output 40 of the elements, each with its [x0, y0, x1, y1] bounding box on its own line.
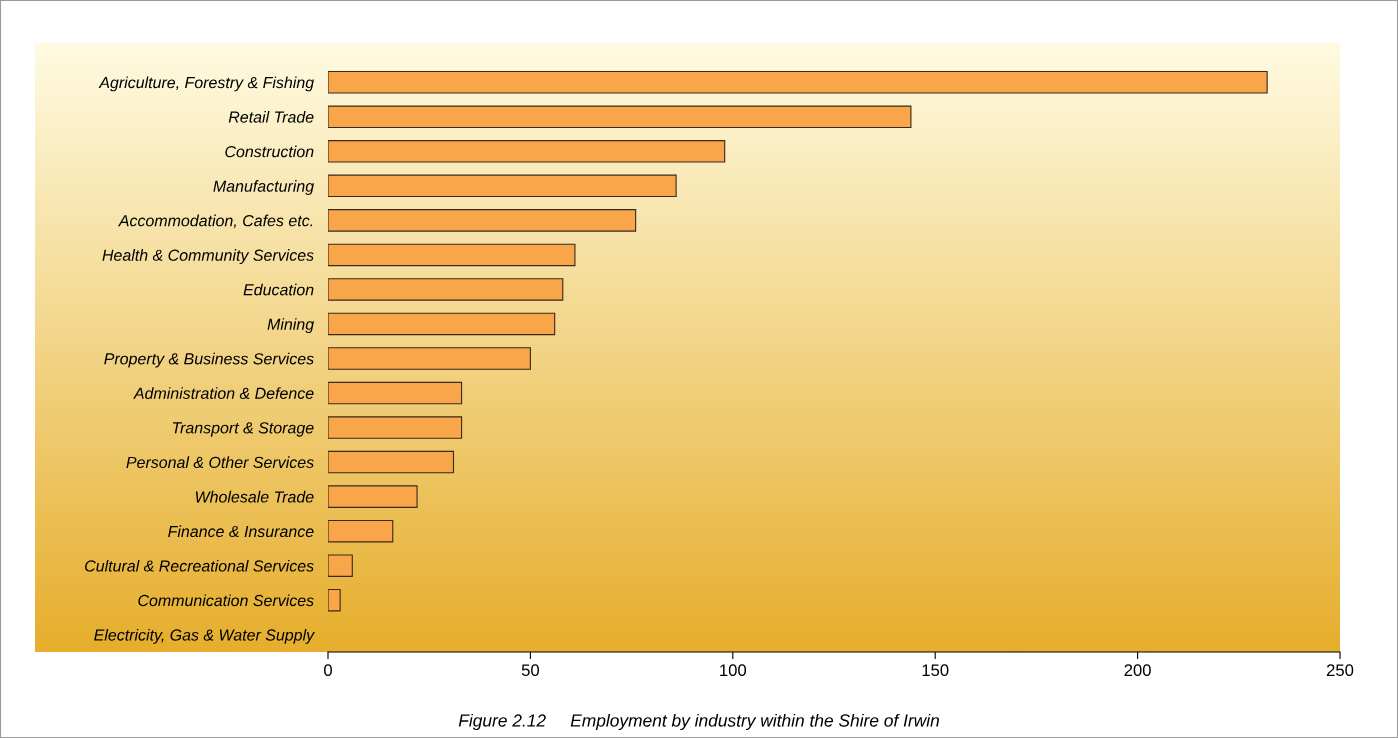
- bar: [328, 243, 576, 267]
- y-tick-label: Electricity, Gas & Water Supply: [94, 628, 315, 644]
- bar: [328, 312, 556, 336]
- y-tick-label: Administration & Defence: [133, 387, 314, 399]
- bar: [328, 554, 353, 577]
- bar: [328, 174, 677, 198]
- bar: [328, 588, 341, 612]
- y-tick-label: Personal & Other Services: [126, 456, 314, 469]
- bar: [328, 140, 726, 163]
- y-tick-label: Accommodation, Cafes etc.: [118, 214, 313, 229]
- x-tick-label: 150: [922, 664, 949, 677]
- bar: [328, 485, 418, 508]
- y-tick-label: Education: [243, 283, 314, 296]
- caption: Figure 2.12 Employment by industry within the Shire of Irwin: [458, 713, 939, 731]
- x-tick-label: 100: [720, 664, 747, 677]
- bar: [328, 519, 394, 543]
- bar: [328, 347, 531, 370]
- bar: [328, 71, 1268, 94]
- x-tick-label: 200: [1124, 664, 1151, 677]
- y-tick-label: Manufacturing: [213, 180, 314, 195]
- y-tick-label: Finance & Insurance: [168, 525, 314, 538]
- x-tick-label: 0: [324, 664, 332, 677]
- y-tick-label: Retail Trade: [228, 111, 314, 123]
- y-tick-label: Wholesale Trade: [195, 490, 314, 503]
- y-tick-label: Property & Business Services: [104, 352, 314, 368]
- y-tick-label: Transport & Storage: [172, 422, 314, 437]
- y-tick-label: Agriculture, Forestry & Fishing: [98, 76, 314, 92]
- bar: [328, 209, 637, 232]
- y-tick-label: Construction: [225, 145, 314, 158]
- y-tick-label: Cultural & Recreational Services: [85, 559, 314, 572]
- y-tick-label: Health & Community Services: [102, 249, 314, 265]
- bar: [328, 450, 455, 474]
- x-tick-label: 50: [521, 664, 540, 677]
- bar: [328, 278, 564, 301]
- bar: [328, 105, 912, 129]
- x-tick-label: 250: [1326, 664, 1354, 677]
- y-tick-label: Mining: [267, 318, 314, 334]
- bar: [328, 416, 463, 439]
- y-tick-label: Communication Services: [138, 594, 314, 607]
- bar: [328, 381, 463, 405]
